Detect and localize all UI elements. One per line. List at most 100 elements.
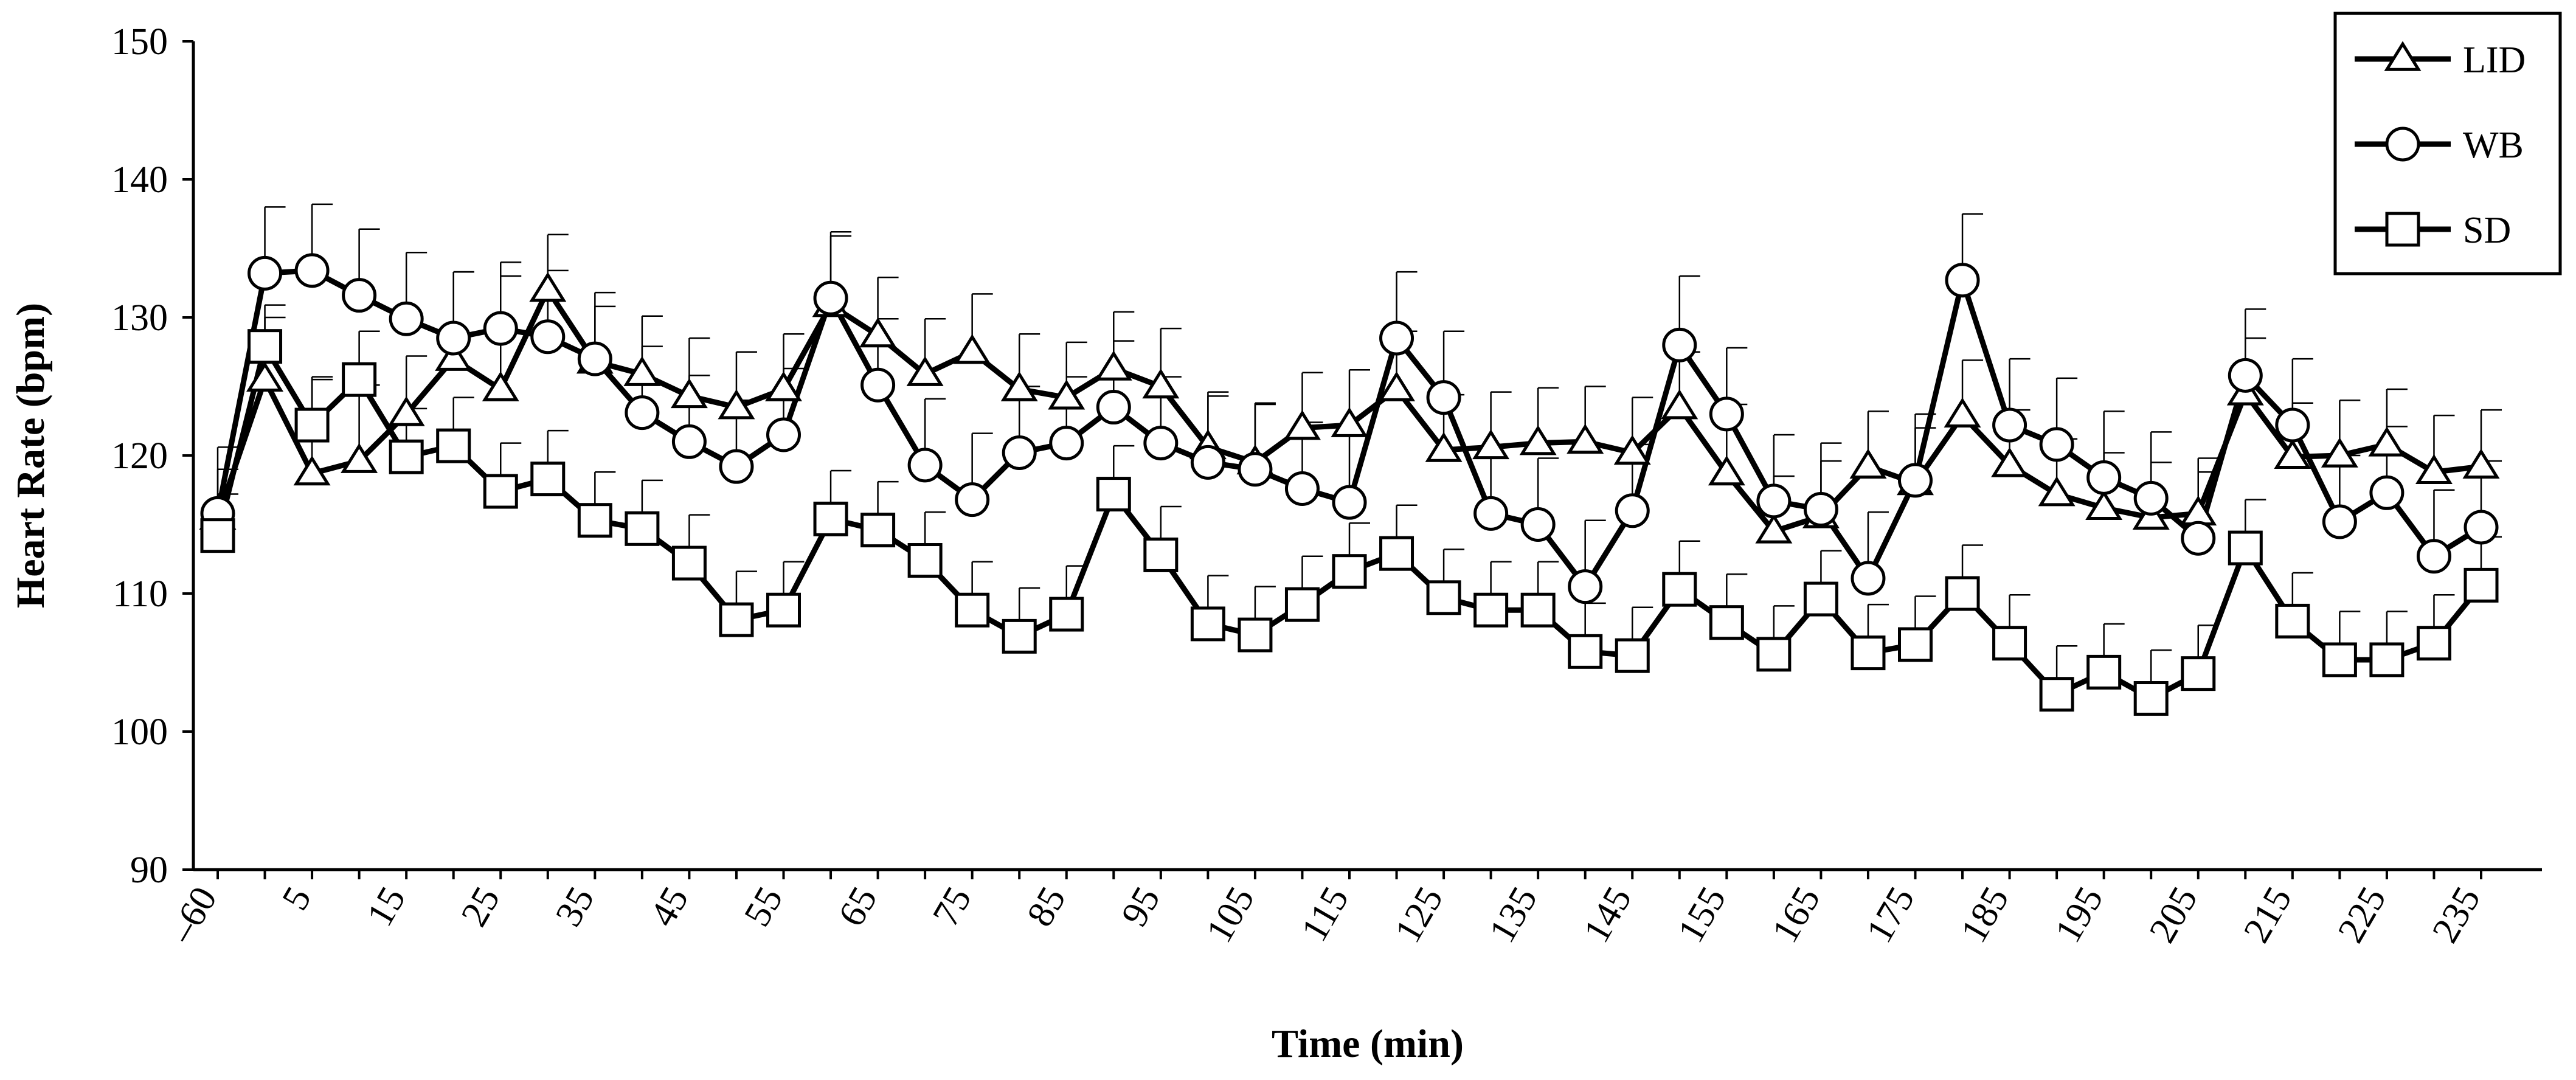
lid-point	[2085, 490, 2123, 521]
sd-point	[530, 462, 566, 497]
sd-point	[2322, 642, 2357, 677]
wb-point	[766, 417, 801, 452]
error-bars-layer	[216, 203, 2502, 699]
series-layer	[199, 253, 2500, 716]
y-axis-title: Heart Rate (bpm)	[9, 303, 53, 608]
x-tick-label: 25	[453, 880, 508, 933]
x-tick-label: 75	[925, 880, 980, 933]
wb-point	[2322, 504, 2357, 539]
wb-point	[1898, 463, 1933, 498]
sd-point	[1002, 618, 1037, 654]
y-tick-label: 90	[130, 850, 168, 891]
lid-point	[1661, 389, 1698, 420]
legend-lid-label: LID	[2463, 40, 2526, 81]
sd-point	[2228, 530, 2263, 566]
wb-point	[719, 449, 754, 484]
wb-point	[2369, 475, 2405, 510]
x-tick-label: 215	[2236, 880, 2300, 950]
wb-point	[1096, 390, 1131, 425]
wb-point	[1002, 435, 1037, 470]
wb-point	[1190, 445, 1225, 480]
lid-point	[1378, 371, 1416, 401]
x-tick-label: –60	[161, 880, 225, 950]
y-tick-label: 140	[111, 159, 168, 201]
lid-point	[2321, 437, 2358, 468]
lid-point	[1708, 455, 1745, 486]
wb-point	[907, 448, 943, 483]
sd-point	[1615, 638, 1650, 673]
sd-point	[1756, 637, 1792, 672]
wb-point	[483, 311, 518, 346]
x-axis-title: Time (min)	[1272, 1022, 1464, 1066]
lid-point	[387, 396, 425, 426]
wb-point	[1615, 493, 1650, 528]
lid-point	[670, 378, 708, 409]
sd-point	[248, 329, 283, 364]
sd-point	[483, 474, 518, 509]
wb-point	[248, 255, 283, 291]
wb-point	[2086, 460, 2122, 495]
wb-point	[1709, 396, 1744, 432]
wb-point	[1568, 569, 1603, 604]
lid-point	[1755, 513, 1793, 544]
sd-point	[2039, 677, 2074, 712]
lid-point	[623, 356, 661, 386]
sd-point	[1568, 634, 1603, 669]
wb-point	[436, 320, 471, 356]
wb-point	[2416, 539, 2451, 574]
wb-point	[530, 319, 566, 355]
axes-layer: 90 100 110 120 130 140 150 –60 5 15 25 35 45 55 65 75 85…	[9, 21, 2542, 1066]
x-tick-label: 125	[1387, 880, 1451, 950]
wb-point	[342, 278, 377, 313]
sd-point	[2086, 654, 2122, 690]
x-tick-label: 225	[2330, 880, 2394, 950]
sd-point	[955, 592, 990, 628]
y-tick-label: 100	[111, 711, 168, 753]
lid-point	[2462, 448, 2500, 479]
sd-point	[1143, 537, 1179, 572]
x-tick-label: 185	[1953, 880, 2017, 950]
wb-point	[294, 253, 330, 288]
lid-point	[1142, 369, 1180, 399]
x-tick-label: 35	[548, 880, 603, 933]
lid-point	[1283, 410, 1321, 440]
sd-point	[389, 439, 424, 474]
lid-point	[1567, 423, 1604, 454]
y-tick-label: 130	[111, 297, 168, 339]
sd-point	[719, 602, 754, 637]
lid-point	[1613, 435, 1651, 465]
lid-point	[1944, 397, 1981, 428]
sd-point	[1332, 554, 1367, 589]
wb-point	[1332, 485, 1367, 520]
sd-point	[813, 501, 848, 536]
x-tick-label: 55	[736, 880, 791, 933]
lid-point	[1849, 448, 1887, 479]
lid-point	[2415, 454, 2453, 485]
wb-point	[1379, 320, 1414, 356]
sd-point	[1992, 626, 2027, 661]
x-tick-label: 45	[642, 880, 697, 933]
wb-point	[625, 395, 660, 431]
lid-point	[765, 371, 802, 401]
lid-point	[1095, 350, 1132, 381]
sd-point	[1709, 605, 1744, 640]
wb-point	[1756, 483, 1792, 519]
wb-point	[1992, 407, 2027, 443]
sd-point	[2181, 656, 2216, 691]
wb-point	[1803, 492, 1838, 527]
sd-point	[2416, 626, 2451, 661]
x-tick-label: 95	[1113, 880, 1168, 933]
wb-point	[860, 367, 896, 403]
wb-point	[1426, 380, 1461, 415]
lid-point	[2274, 438, 2311, 469]
legend-wb-label: WB	[2463, 125, 2524, 166]
sd-point	[1851, 635, 1886, 671]
sd-point	[1473, 592, 1509, 628]
sd-point	[625, 511, 660, 546]
wb-point	[1662, 327, 1697, 362]
lid-point	[718, 389, 755, 420]
wb-point	[2228, 358, 2263, 393]
sd-point	[1379, 536, 1414, 571]
sd-point	[1803, 581, 1838, 617]
